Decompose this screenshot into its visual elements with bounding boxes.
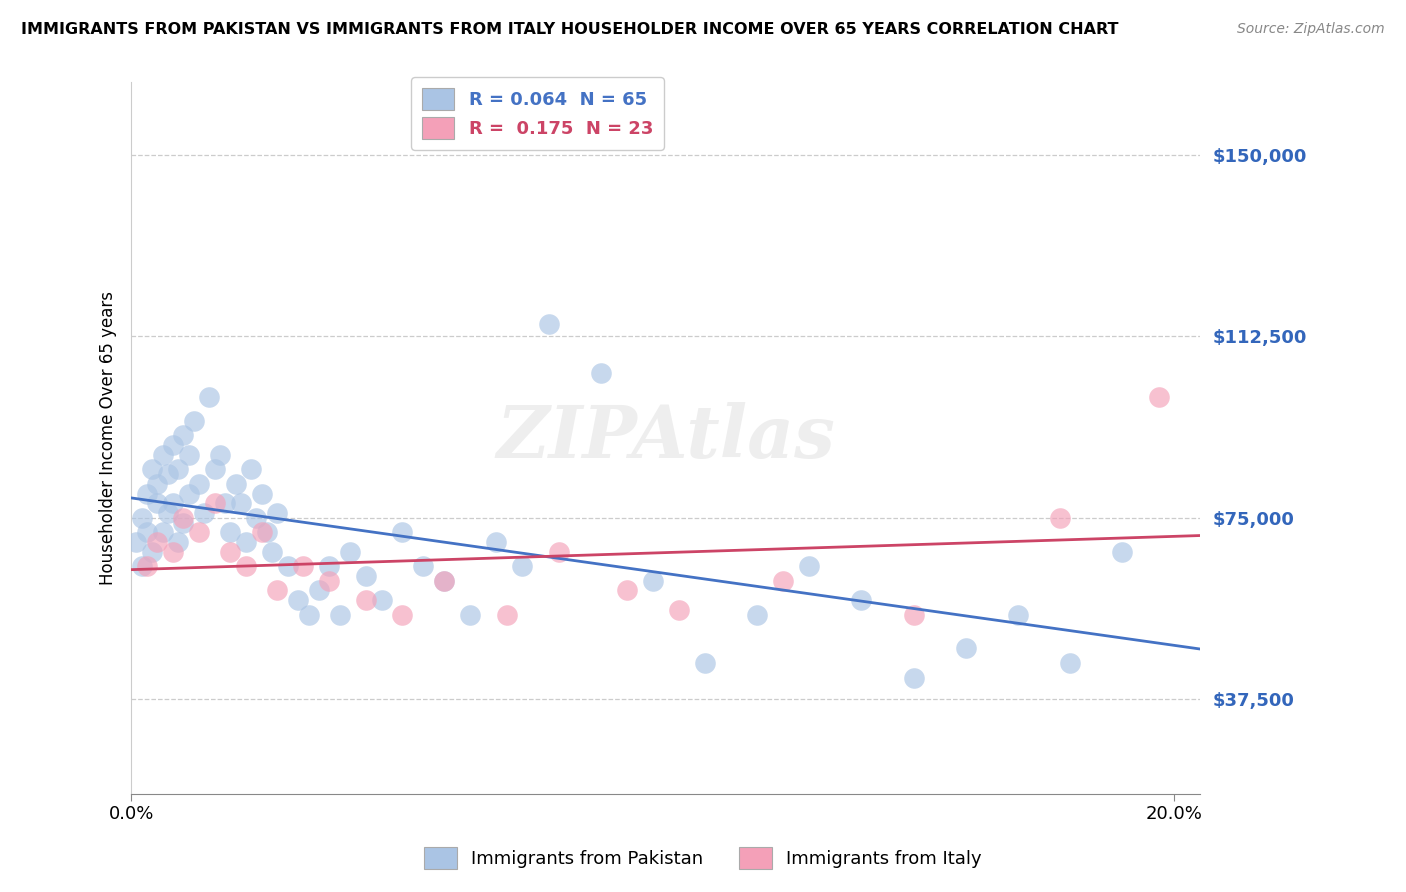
- Point: [292, 559, 315, 574]
- Point: [250, 486, 273, 500]
- Point: [245, 510, 267, 524]
- Y-axis label: Householder Income Over 65 years: Householder Income Over 65 years: [100, 291, 117, 585]
- Point: [167, 535, 190, 549]
- Point: [537, 317, 560, 331]
- Point: [668, 603, 690, 617]
- Point: [354, 593, 377, 607]
- Point: [1007, 607, 1029, 622]
- Point: [167, 462, 190, 476]
- Point: [146, 496, 169, 510]
- Point: [616, 583, 638, 598]
- Point: [141, 462, 163, 476]
- Point: [256, 525, 278, 540]
- Point: [589, 366, 612, 380]
- Point: [318, 559, 340, 574]
- Point: [412, 559, 434, 574]
- Point: [177, 486, 200, 500]
- Legend: Immigrants from Pakistan, Immigrants from Italy: Immigrants from Pakistan, Immigrants fro…: [418, 839, 988, 876]
- Point: [131, 559, 153, 574]
- Point: [188, 476, 211, 491]
- Point: [193, 506, 215, 520]
- Point: [903, 607, 925, 622]
- Point: [1111, 544, 1133, 558]
- Point: [162, 438, 184, 452]
- Point: [485, 535, 508, 549]
- Point: [458, 607, 481, 622]
- Point: [198, 390, 221, 404]
- Point: [329, 607, 352, 622]
- Point: [262, 544, 284, 558]
- Point: [162, 496, 184, 510]
- Text: IMMIGRANTS FROM PAKISTAN VS IMMIGRANTS FROM ITALY HOUSEHOLDER INCOME OVER 65 YEA: IMMIGRANTS FROM PAKISTAN VS IMMIGRANTS F…: [21, 22, 1119, 37]
- Point: [146, 535, 169, 549]
- Point: [495, 607, 517, 622]
- Point: [125, 535, 148, 549]
- Point: [433, 574, 456, 588]
- Point: [219, 525, 242, 540]
- Text: ZIPAtlas: ZIPAtlas: [496, 402, 835, 474]
- Text: Source: ZipAtlas.com: Source: ZipAtlas.com: [1237, 22, 1385, 37]
- Point: [141, 544, 163, 558]
- Point: [162, 544, 184, 558]
- Point: [177, 448, 200, 462]
- Point: [903, 671, 925, 685]
- Point: [512, 559, 534, 574]
- Legend: R = 0.064  N = 65, R =  0.175  N = 23: R = 0.064 N = 65, R = 0.175 N = 23: [411, 77, 664, 150]
- Point: [250, 525, 273, 540]
- Point: [152, 525, 174, 540]
- Point: [135, 525, 157, 540]
- Point: [156, 467, 179, 482]
- Point: [799, 559, 821, 574]
- Point: [146, 476, 169, 491]
- Point: [188, 525, 211, 540]
- Point: [266, 583, 288, 598]
- Point: [135, 486, 157, 500]
- Point: [229, 496, 252, 510]
- Point: [131, 510, 153, 524]
- Point: [208, 448, 231, 462]
- Point: [548, 544, 571, 558]
- Point: [287, 593, 309, 607]
- Point: [391, 525, 413, 540]
- Point: [235, 535, 257, 549]
- Point: [152, 448, 174, 462]
- Point: [318, 574, 340, 588]
- Point: [219, 544, 242, 558]
- Point: [297, 607, 319, 622]
- Point: [433, 574, 456, 588]
- Point: [172, 516, 194, 530]
- Point: [204, 462, 226, 476]
- Point: [183, 414, 205, 428]
- Point: [339, 544, 361, 558]
- Point: [225, 476, 247, 491]
- Point: [308, 583, 330, 598]
- Point: [172, 510, 194, 524]
- Point: [172, 428, 194, 442]
- Point: [214, 496, 236, 510]
- Point: [1049, 510, 1071, 524]
- Point: [772, 574, 794, 588]
- Point: [851, 593, 873, 607]
- Point: [204, 496, 226, 510]
- Point: [266, 506, 288, 520]
- Point: [955, 641, 977, 656]
- Point: [391, 607, 413, 622]
- Point: [156, 506, 179, 520]
- Point: [693, 656, 716, 670]
- Point: [1059, 656, 1081, 670]
- Point: [745, 607, 768, 622]
- Point: [240, 462, 263, 476]
- Point: [277, 559, 299, 574]
- Point: [354, 569, 377, 583]
- Point: [135, 559, 157, 574]
- Point: [370, 593, 392, 607]
- Point: [235, 559, 257, 574]
- Point: [1147, 390, 1170, 404]
- Point: [641, 574, 664, 588]
